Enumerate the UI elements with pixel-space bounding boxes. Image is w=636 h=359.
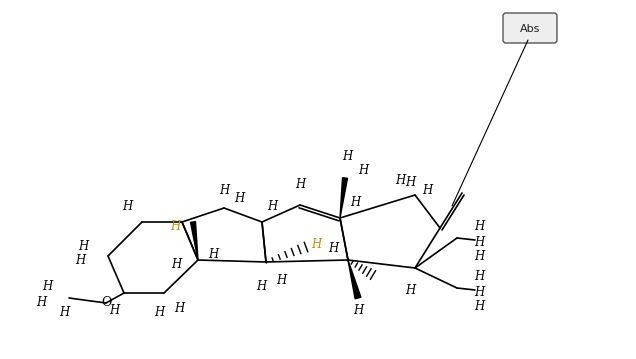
Text: H: H xyxy=(474,299,484,312)
Text: H: H xyxy=(395,173,405,186)
Text: H: H xyxy=(422,183,432,196)
Text: H: H xyxy=(75,255,85,267)
Text: H: H xyxy=(474,237,484,250)
Text: Abs: Abs xyxy=(520,24,540,34)
Text: H: H xyxy=(122,200,132,214)
Text: H: H xyxy=(405,177,415,190)
Text: H: H xyxy=(342,149,352,163)
Text: H: H xyxy=(59,307,69,320)
Text: H: H xyxy=(353,303,363,317)
Text: H: H xyxy=(295,178,305,191)
Text: O: O xyxy=(101,297,111,309)
Text: H: H xyxy=(474,219,484,233)
Text: H: H xyxy=(78,239,88,252)
Text: H: H xyxy=(350,196,360,210)
Text: H: H xyxy=(276,274,286,286)
Text: H: H xyxy=(405,284,415,297)
Text: H: H xyxy=(234,191,244,205)
Text: H: H xyxy=(474,286,484,299)
Text: H: H xyxy=(256,280,266,294)
Text: H: H xyxy=(311,238,321,251)
Text: H: H xyxy=(109,304,119,317)
Text: H: H xyxy=(474,270,484,283)
FancyBboxPatch shape xyxy=(503,13,557,43)
Text: H: H xyxy=(328,242,338,255)
Text: H: H xyxy=(174,302,184,314)
Text: H: H xyxy=(358,163,368,177)
Polygon shape xyxy=(348,260,361,299)
Text: H: H xyxy=(267,200,277,214)
Text: H: H xyxy=(36,297,46,309)
Text: H: H xyxy=(154,307,164,320)
Text: H: H xyxy=(219,183,229,196)
Text: H: H xyxy=(474,250,484,262)
Polygon shape xyxy=(340,178,347,218)
Text: H: H xyxy=(208,248,218,261)
Text: H: H xyxy=(171,258,181,271)
Text: H: H xyxy=(170,220,180,233)
Polygon shape xyxy=(191,222,198,260)
Text: H: H xyxy=(42,280,52,293)
